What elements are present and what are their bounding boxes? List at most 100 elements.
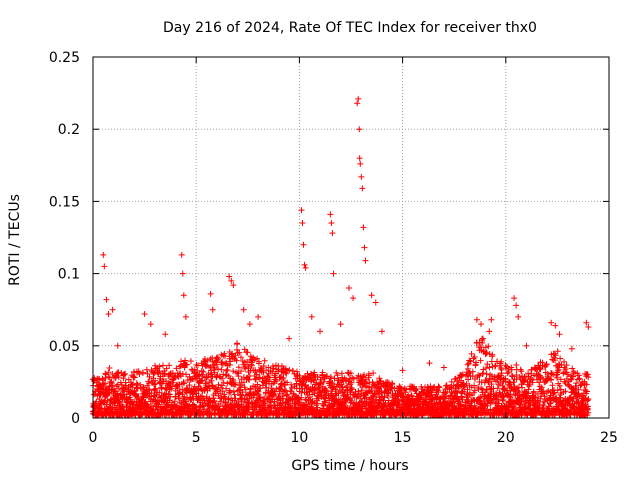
data-point xyxy=(368,292,375,299)
data-point xyxy=(208,382,215,389)
data-point xyxy=(377,398,384,405)
data-point xyxy=(488,399,495,406)
data-point xyxy=(214,386,221,393)
data-point xyxy=(246,321,253,328)
data-point xyxy=(556,331,563,338)
data-point xyxy=(453,388,460,395)
data-point xyxy=(401,385,408,392)
data-point xyxy=(151,386,158,393)
data-point xyxy=(332,391,339,398)
data-point xyxy=(372,299,379,306)
data-point xyxy=(361,372,368,379)
data-point xyxy=(255,388,262,395)
data-point xyxy=(232,381,239,388)
data-point xyxy=(100,381,107,388)
data-point xyxy=(200,368,207,375)
data-point xyxy=(575,390,582,397)
data-point xyxy=(289,396,296,403)
data-point xyxy=(494,376,501,383)
data-point xyxy=(204,357,211,364)
data-point xyxy=(261,394,268,401)
axis-ticks xyxy=(92,56,610,419)
data-point xyxy=(283,392,290,399)
data-point xyxy=(565,382,572,389)
data-point xyxy=(281,387,288,394)
data-point xyxy=(345,285,352,292)
x-tick-label: 15 xyxy=(394,430,412,446)
data-point xyxy=(485,379,492,386)
data-point xyxy=(218,366,225,373)
data-point xyxy=(475,372,482,379)
data-point xyxy=(136,371,143,378)
data-point xyxy=(337,321,344,328)
data-point xyxy=(228,277,235,284)
data-point xyxy=(101,263,108,270)
data-point xyxy=(503,363,510,370)
data-point xyxy=(458,393,465,400)
data-point xyxy=(435,383,442,390)
x-tick-labels: 0 5 10 15 20 25 xyxy=(89,430,618,446)
data-point xyxy=(105,369,112,376)
data-point xyxy=(277,374,284,381)
data-point xyxy=(440,364,447,371)
data-point xyxy=(254,355,261,362)
data-point xyxy=(270,392,277,399)
data-point xyxy=(557,355,564,362)
data-point xyxy=(402,389,409,396)
data-point xyxy=(132,390,139,397)
data-point xyxy=(179,270,186,277)
data-point xyxy=(568,345,575,352)
data-point xyxy=(268,399,275,406)
data-point xyxy=(140,383,147,390)
data-point xyxy=(557,390,564,397)
data-point xyxy=(560,370,567,377)
data-point xyxy=(477,357,484,364)
data-point xyxy=(465,376,472,383)
data-point xyxy=(375,388,382,395)
data-point xyxy=(518,384,525,391)
data-point xyxy=(464,361,471,368)
data-point xyxy=(227,358,234,365)
grid-lines xyxy=(93,57,609,418)
data-point xyxy=(585,396,592,403)
data-point xyxy=(515,313,522,320)
data-point xyxy=(584,397,591,404)
data-point xyxy=(237,354,244,361)
data-point xyxy=(252,376,259,383)
y-tick-label: 0.1 xyxy=(58,267,80,283)
data-point xyxy=(302,264,309,271)
data-point xyxy=(548,370,555,377)
data-point xyxy=(283,370,290,377)
data-point xyxy=(331,383,338,390)
data-point xyxy=(504,370,511,377)
data-point xyxy=(583,319,590,326)
data-point xyxy=(530,388,537,395)
data-point xyxy=(240,306,247,313)
data-point xyxy=(327,211,334,218)
data-point xyxy=(176,390,183,397)
x-axis-title: GPS time / hours xyxy=(291,458,408,474)
data-point xyxy=(199,371,206,378)
data-point xyxy=(100,251,107,258)
data-point xyxy=(552,352,559,359)
data-point xyxy=(396,383,403,390)
data-point xyxy=(554,387,561,394)
data-point xyxy=(455,383,462,390)
data-point xyxy=(339,383,346,390)
data-point xyxy=(498,370,505,377)
data-point xyxy=(135,368,142,375)
data-point xyxy=(248,362,255,369)
data-point xyxy=(359,398,366,405)
data-point xyxy=(324,373,331,380)
data-point xyxy=(455,385,462,392)
data-point xyxy=(585,403,592,410)
x-tick-label: 0 xyxy=(89,430,98,446)
data-point xyxy=(368,387,375,394)
data-point xyxy=(448,378,455,385)
data-point xyxy=(479,335,486,342)
data-point xyxy=(257,385,264,392)
data-point xyxy=(279,393,286,400)
data-point xyxy=(221,391,228,398)
data-point xyxy=(187,358,194,365)
